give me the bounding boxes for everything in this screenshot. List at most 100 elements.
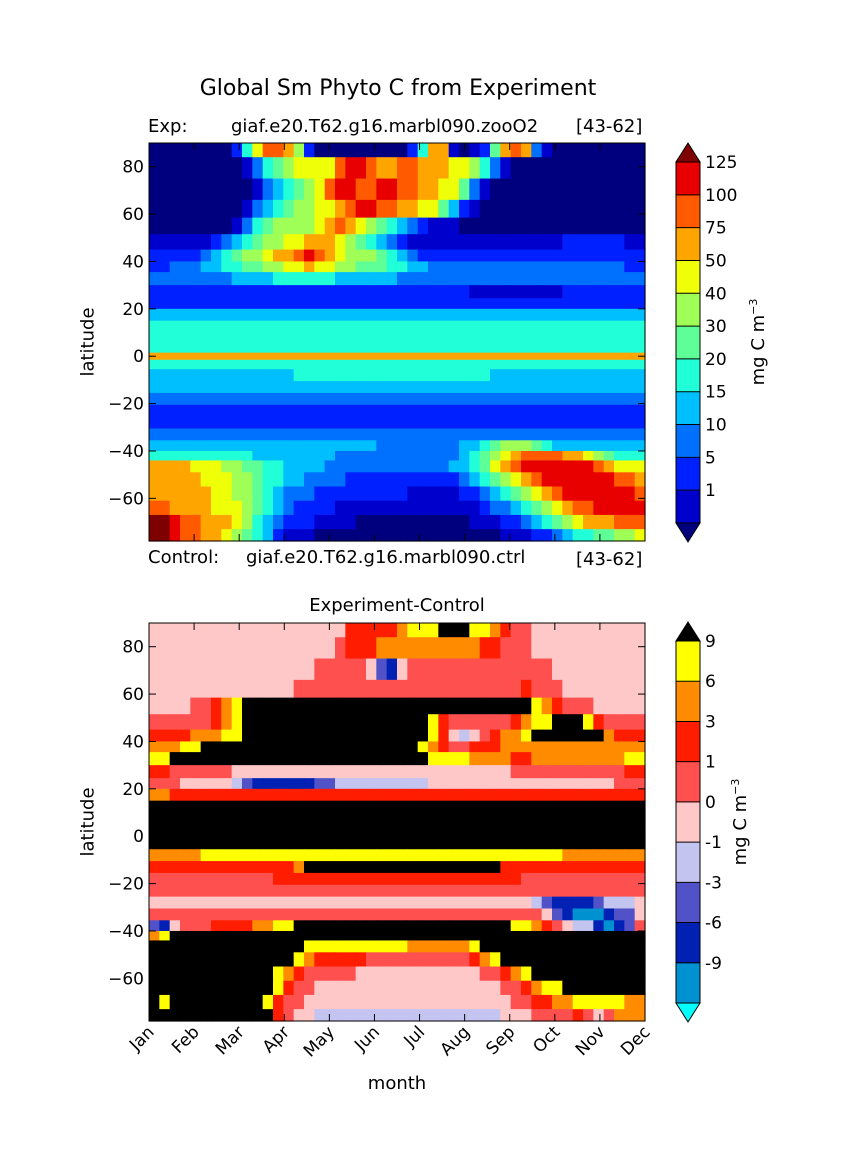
heatmap-cell (521, 343, 532, 354)
heatmap-cell (324, 261, 336, 273)
heatmap-cell (159, 285, 171, 299)
heatmap-cell (634, 849, 646, 862)
heatmap-cell (552, 157, 563, 180)
heatmap-cell (469, 788, 481, 802)
heatmap-cell (376, 637, 388, 660)
heatmap-cell (397, 765, 408, 779)
heatmap-cell (283, 359, 295, 370)
heatmap-cell (262, 884, 274, 898)
heatmap-cell (221, 272, 233, 286)
heatmap-cell (510, 359, 522, 370)
heatmap-cell (386, 404, 398, 418)
heatmap-cell (242, 778, 253, 790)
heatmap-cell (252, 908, 264, 921)
heatmap-cell (614, 332, 625, 344)
heatmap-cell (583, 450, 594, 462)
heatmap-cell (345, 812, 357, 824)
heatmap-cell (397, 308, 408, 322)
heatmap-cell (376, 729, 388, 743)
heatmap-cell (211, 416, 222, 430)
heatmap-cell (242, 741, 253, 753)
heatmap-cell (262, 392, 274, 406)
heatmap-cell (500, 500, 512, 516)
heatmap-cell (190, 823, 202, 834)
heatmap-cell (531, 440, 543, 452)
heatmap-cell (500, 392, 512, 406)
heatmap-cell (500, 143, 512, 158)
heatmap-cell (200, 157, 212, 180)
heatmap-cell (386, 416, 398, 430)
heatmap-cell (366, 359, 377, 370)
heatmap-cell (262, 320, 274, 334)
heatmap-cell (428, 849, 439, 862)
heatmap-cell (572, 940, 584, 953)
heatmap-cell (200, 623, 212, 638)
heatmap-cell (479, 343, 491, 354)
heatmap-cell (583, 472, 594, 488)
heatmap-cell (428, 765, 439, 779)
heatmap-cell (572, 908, 584, 921)
heatmap-cell (603, 930, 615, 942)
heatmap-cell (438, 920, 450, 932)
heatmap-cell (231, 832, 243, 841)
heatmap-cell (304, 697, 315, 715)
heatmap-cell (531, 1009, 543, 1022)
heatmap-cell (521, 980, 532, 996)
heatmap-cell (355, 832, 367, 841)
heatmap-cell (345, 500, 357, 516)
heatmap-cell (324, 994, 336, 1010)
heatmap-cell (211, 812, 222, 824)
heatmap-cell (593, 788, 605, 802)
heatmap-cell (469, 217, 481, 235)
heatmap-cell (479, 440, 491, 452)
heatmap-cell (583, 352, 594, 361)
heatmap-cell (469, 952, 481, 968)
heatmap-cell (479, 178, 491, 201)
heatmap-cell (221, 308, 233, 322)
heatmap-cell (262, 823, 274, 834)
heatmap-cell (438, 697, 450, 715)
heatmap-cell (397, 1009, 408, 1022)
heatmap-cell (335, 359, 346, 370)
heatmap-cell (583, 752, 594, 766)
heatmap-cell (200, 788, 212, 802)
heatmap-cell (500, 472, 512, 488)
heatmap-cell (459, 658, 470, 681)
heatmap-cell (500, 529, 512, 542)
heatmap-cell (190, 500, 202, 516)
heatmap-cell (221, 320, 233, 334)
heatmap-cell (510, 994, 522, 1010)
heatmap-cell (572, 450, 584, 462)
heatmap-cell (293, 261, 305, 273)
heatmap-cell (273, 157, 284, 180)
heatmap-cell (593, 896, 605, 910)
heatmap-cell (180, 800, 191, 814)
heatmap-cell (262, 157, 274, 180)
heatmap-cell (221, 298, 233, 310)
heatmap-cell (562, 428, 574, 441)
heatmap-cell (541, 392, 553, 406)
heatmap-cell (614, 966, 625, 982)
heatmap-cell (510, 440, 522, 452)
heatmap-cell (242, 940, 253, 953)
heatmap-cell (231, 514, 243, 530)
heatmap-cell (231, 729, 243, 743)
heatmap-cell (593, 199, 605, 219)
heatmap-cell (283, 980, 295, 996)
heatmap-cell (211, 823, 222, 834)
heatmap-cell (624, 285, 636, 299)
heatmap-cell (304, 249, 315, 263)
heatmap-cell (614, 765, 625, 779)
heatmap-cell (221, 697, 233, 715)
heatmap-cell (324, 381, 336, 394)
heatmap-cell (345, 234, 357, 251)
heatmap-cell (572, 741, 584, 753)
heatmap-cell (180, 143, 191, 158)
heatmap-cell (531, 940, 543, 953)
heatmap-cell (624, 697, 636, 715)
heatmap-cell (531, 714, 543, 731)
heatmap-cell (200, 778, 212, 790)
heatmap-cell (304, 930, 315, 942)
heatmap-cell (211, 157, 222, 180)
